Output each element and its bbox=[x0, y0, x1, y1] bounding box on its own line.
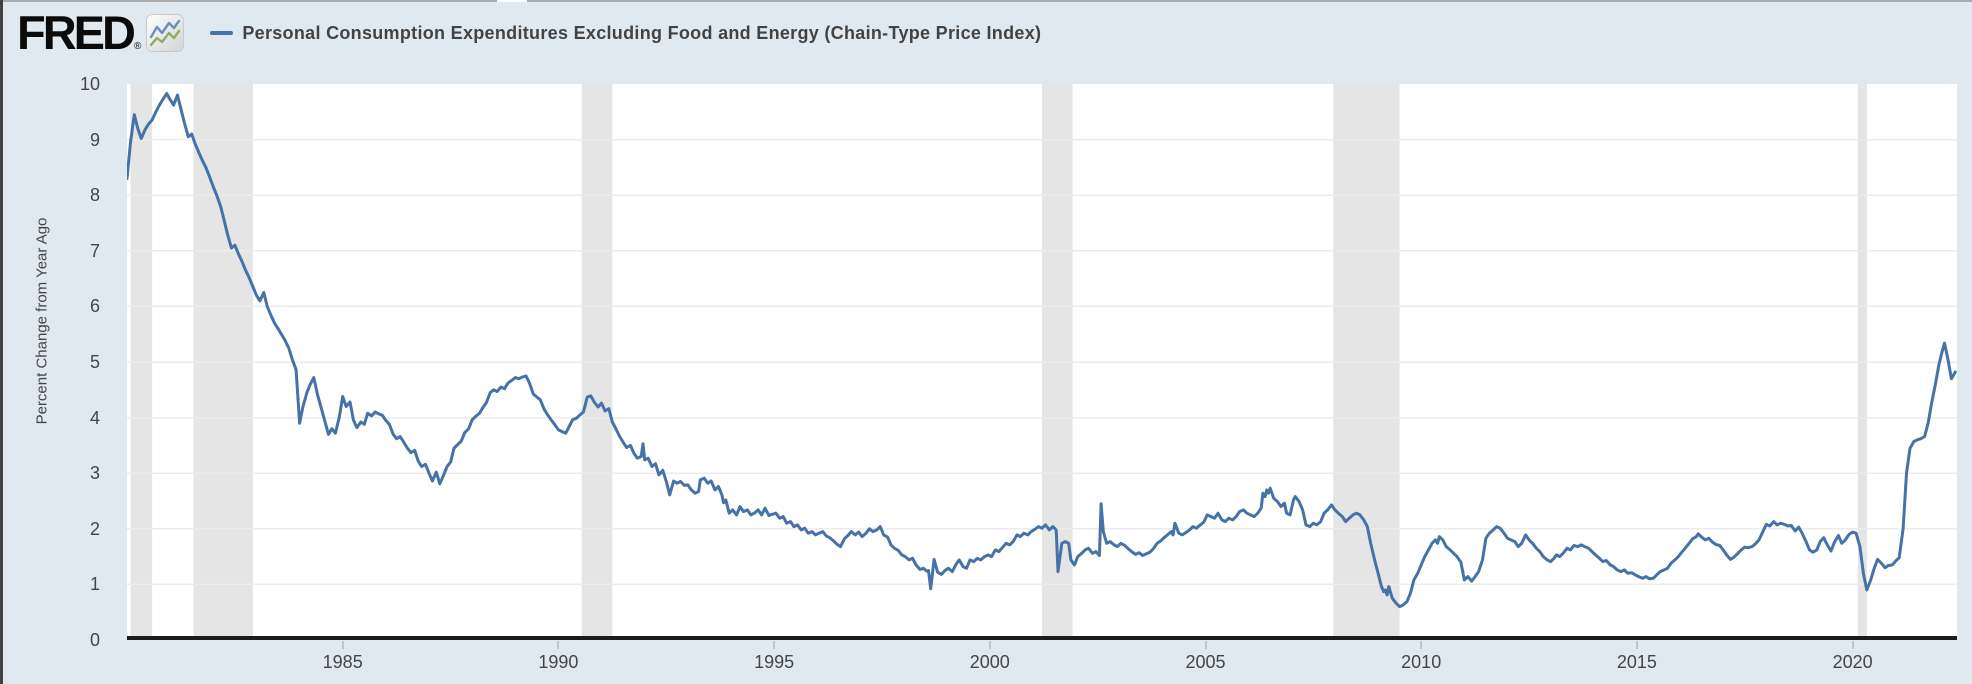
x-tick-mark bbox=[1204, 641, 1207, 649]
x-tick-label: 1985 bbox=[322, 652, 363, 672]
y-tick-label: 10 bbox=[79, 74, 100, 94]
legend: Personal Consumption Expenditures Exclud… bbox=[210, 23, 1041, 44]
legend-line-swatch bbox=[210, 31, 234, 35]
fred-logo-text: FRED bbox=[17, 6, 136, 59]
x-tick-label: 2010 bbox=[1401, 652, 1442, 672]
left-border bbox=[0, 0, 3, 684]
y-tick-label: 5 bbox=[89, 352, 100, 372]
chart-header: FRED ® Personal Consumption Expenditures… bbox=[0, 2, 1972, 64]
x-tick-label: 2015 bbox=[1616, 652, 1657, 672]
plot-area[interactable] bbox=[127, 84, 1957, 640]
fred-logo[interactable]: FRED ® bbox=[17, 6, 142, 59]
y-tick-label: 9 bbox=[89, 129, 100, 150]
y-tick-label: 2 bbox=[89, 518, 100, 539]
x-axis-line bbox=[127, 636, 1957, 640]
y-tick-label: 6 bbox=[89, 296, 100, 317]
top-border bbox=[0, 0, 1972, 2]
legend-series-label: Personal Consumption Expenditures Exclud… bbox=[242, 22, 1042, 43]
y-tick-label: 4 bbox=[89, 407, 100, 428]
fred-sparkline-icon bbox=[146, 14, 185, 52]
x-tick-label: 1995 bbox=[754, 652, 795, 672]
y-tick-label: 3 bbox=[89, 463, 100, 484]
x-tick-label: 2005 bbox=[1185, 652, 1226, 672]
x-tick-mark bbox=[1420, 641, 1423, 649]
y-tick-label: 0 bbox=[89, 630, 100, 650]
x-tick-label: 1990 bbox=[538, 652, 579, 672]
x-tick-mark bbox=[1635, 641, 1638, 649]
y-tick-label: 8 bbox=[89, 185, 100, 206]
x-tick-mark bbox=[1851, 641, 1854, 649]
x-tick-mark bbox=[557, 641, 560, 649]
y-tick-label: 1 bbox=[89, 574, 100, 595]
x-tick-label: 2020 bbox=[1832, 652, 1873, 672]
x-tick-mark bbox=[988, 641, 991, 649]
registered-trademark-mark: ® bbox=[133, 41, 142, 52]
data-line[interactable] bbox=[127, 92, 1957, 609]
x-tick-mark bbox=[773, 641, 776, 649]
top-border-gap bbox=[497, 0, 527, 2]
x-tick-mark bbox=[341, 641, 344, 649]
x-tick-label: 2000 bbox=[969, 652, 1010, 672]
y-tick-label: 7 bbox=[89, 240, 100, 261]
